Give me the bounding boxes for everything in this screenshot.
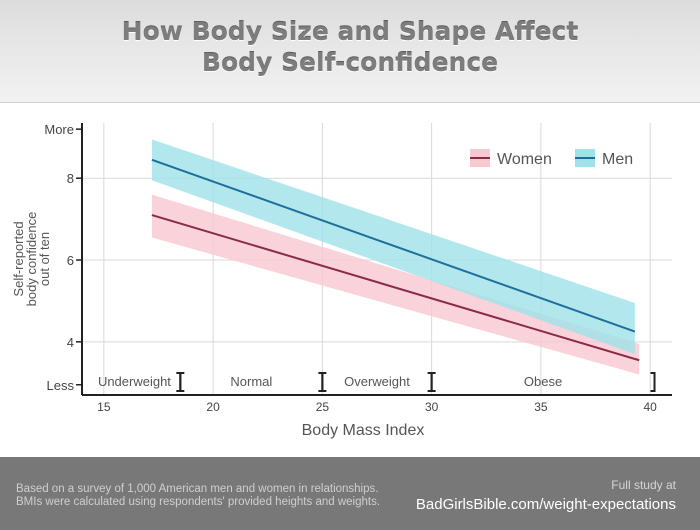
- category-label-underweight: Underweight: [98, 374, 171, 389]
- x-tick-label: 25: [316, 400, 330, 414]
- x-tick-label: 35: [534, 400, 548, 414]
- footer-study: Full study at BadGirlsBible.com/weight-e…: [416, 477, 676, 517]
- y-tick-label: Less: [47, 378, 75, 393]
- y-tick-label: 6: [67, 253, 74, 268]
- chart-title: How Body Size and Shape Affect Body Self…: [0, 16, 700, 78]
- series-line-women: [151, 214, 640, 362]
- chart-title-line-2: Body Self-confidence: [201, 48, 499, 77]
- bracket-left-normal: [179, 372, 185, 392]
- x-tick-label: 30: [425, 400, 439, 414]
- bracket-right-obese: [650, 372, 656, 392]
- category-label-overweight: Overweight: [344, 374, 410, 389]
- x-tick-label: 20: [206, 400, 220, 414]
- footer-note-line-2: BMIs were calculated using respondents' …: [16, 496, 381, 508]
- study-link[interactable]: BadGirlsBible.com/weight-expectations: [415, 496, 676, 513]
- band-women: [151, 194, 640, 375]
- y-axis-title-line: Self-reported: [11, 221, 26, 296]
- footer-study-label: Full study at: [611, 478, 676, 492]
- legend-label-men: Men: [602, 151, 633, 168]
- chart-area: 4 6 8 More Less 15 20 25 30 35 40 Body Mass Index Se…: [0, 103, 700, 457]
- chart-title-line-1: How Body Size and Shape Affect: [121, 17, 579, 46]
- bracket-left-obese: [430, 372, 436, 392]
- footer-note-line-1: Based on a survey of 1,000 American men …: [16, 483, 379, 495]
- header-banner: How Body Size and Shape Affect Body Self…: [0, 0, 700, 103]
- x-tick-label: 15: [97, 400, 111, 414]
- footer-note: Based on a survey of 1,000 American men …: [16, 483, 380, 509]
- bracket-left-overweight: [321, 372, 327, 392]
- x-axis-title: Body Mass Index: [302, 422, 425, 439]
- x-tick-label: 40: [643, 400, 657, 414]
- y-axis-title: Self-reportedbody confidenceout of ten: [11, 212, 52, 307]
- y-axis-title-line: out of ten: [37, 232, 52, 286]
- series-line-men: [151, 158, 636, 333]
- footer: Based on a survey of 1,000 American men …: [0, 457, 700, 530]
- legend-label-women: Women: [497, 151, 552, 168]
- y-tick-label: More: [44, 122, 74, 137]
- y-tick-label: 4: [67, 335, 74, 350]
- y-axis-title-line: body confidence: [24, 212, 39, 307]
- category-label-obese: Obese: [524, 374, 562, 389]
- bmi-confidence-chart: 4 6 8 More Less 15 20 25 30 35 40 Body Mass Index Se…: [11, 122, 672, 439]
- y-tick-label: 8: [67, 171, 74, 186]
- category-label-normal: Normal: [230, 374, 272, 389]
